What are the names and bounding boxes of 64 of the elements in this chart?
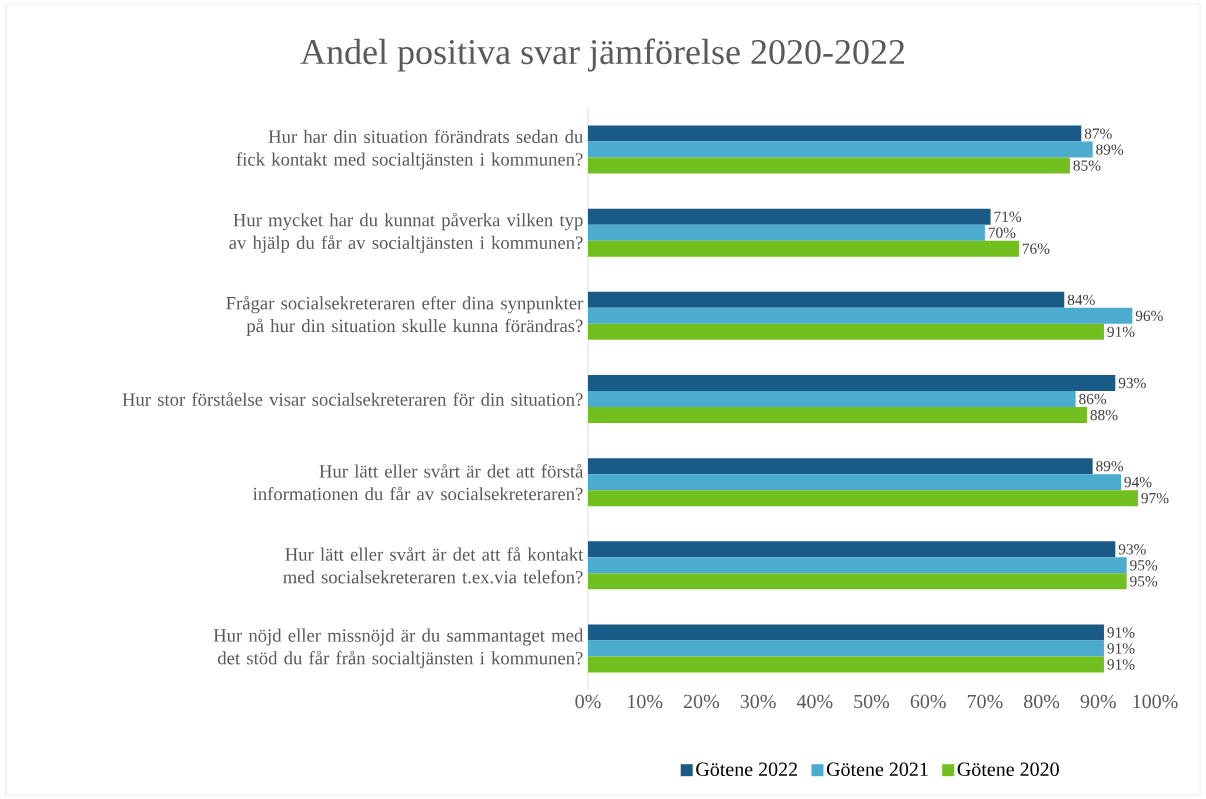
- bar: [588, 490, 1138, 507]
- bar: [588, 391, 1076, 408]
- bar: [588, 323, 1104, 340]
- bar: [588, 240, 1019, 257]
- bar: [588, 307, 1133, 324]
- data-label: 71%: [994, 211, 1022, 222]
- x-tick-label: 100%: [1133, 694, 1178, 709]
- data-label: 87%: [1084, 128, 1112, 139]
- bar: [588, 375, 1116, 392]
- chart-title: Andel positiva svar jämförelse 2020-2022: [300, 38, 904, 72]
- data-label: 91%: [1107, 627, 1135, 638]
- data-label: 85%: [1073, 160, 1101, 171]
- bar: [588, 125, 1082, 142]
- data-label: 94%: [1124, 476, 1152, 488]
- data-label: 89%: [1096, 144, 1124, 155]
- y-tick-label: Frågar socialsekreteraren efter dina synpunkter på hur din situation skulle kunna förändras?: [226, 295, 584, 336]
- bar: [588, 557, 1127, 574]
- x-tick-label: 90%: [1080, 694, 1116, 709]
- data-label: 93%: [1118, 377, 1146, 389]
- x-tick-label: 70%: [967, 694, 1003, 709]
- bar: [588, 141, 1093, 158]
- x-tick-label: 80%: [1024, 694, 1060, 709]
- bar: [588, 624, 1104, 641]
- y-tick-label: Hur stor förståelse visar socialsekreteraren för din situation?: [122, 392, 583, 406]
- bar: [588, 573, 1127, 590]
- data-label: 91%: [1107, 326, 1135, 338]
- data-label: 95%: [1130, 560, 1158, 571]
- y-tick-label: Hur lätt eller svårt är det att förstå informationen du får av socialsekreteraren?: [253, 463, 584, 501]
- data-label: 76%: [1022, 243, 1050, 254]
- x-tick-label: 0%: [575, 694, 601, 709]
- bar: [588, 208, 991, 225]
- bar: [588, 541, 1116, 558]
- data-label: 91%: [1107, 643, 1135, 654]
- data-label: 91%: [1107, 659, 1135, 670]
- bar: [588, 157, 1070, 174]
- data-label: 84%: [1067, 294, 1095, 306]
- data-label: 95%: [1130, 576, 1158, 587]
- bar: [588, 656, 1104, 673]
- x-tick-label: 10%: [628, 694, 663, 709]
- data-label: 89%: [1096, 460, 1124, 472]
- bar: [588, 640, 1104, 657]
- bar: [588, 474, 1121, 491]
- data-label: 93%: [1118, 544, 1146, 555]
- y-tick-label: Hur har din situation förändrats sedan du fick kontakt med socialtjänsten i kommunen?: [236, 129, 583, 170]
- legend-label: Götene 2022: [696, 762, 797, 777]
- x-tick-label: 30%: [740, 694, 776, 709]
- x-tick-label: 40%: [796, 694, 833, 709]
- y-tick-label: Hur nöjd eller missnöjd är du sammantaget med det stöd du får från socialtjänsten i kommunen?: [213, 628, 584, 669]
- bar: [588, 291, 1065, 308]
- bar: [588, 458, 1093, 475]
- legend-label: Götene 2021: [826, 762, 928, 777]
- x-tick-label: 60%: [910, 694, 946, 709]
- x-tick-label: 50%: [854, 694, 890, 709]
- y-tick-label: Hur lätt eller svårt är det att få kontakt med socialsekreteraren t.ex.via telefon?: [283, 547, 584, 584]
- bar: [588, 407, 1087, 424]
- data-label: 70%: [988, 227, 1016, 238]
- data-label: 96%: [1135, 310, 1163, 322]
- legend-label: Götene 2020: [957, 762, 1059, 777]
- data-label: 97%: [1141, 492, 1169, 504]
- y-tick-label: Hur mycket har du kunnat påverka vilken typ av hjälp du får av socialtjänsten i kommunen?: [229, 212, 583, 253]
- x-tick-label: 20%: [683, 694, 720, 709]
- data-label: 86%: [1079, 393, 1107, 405]
- data-label: 88%: [1090, 409, 1118, 421]
- bar: [588, 224, 985, 241]
